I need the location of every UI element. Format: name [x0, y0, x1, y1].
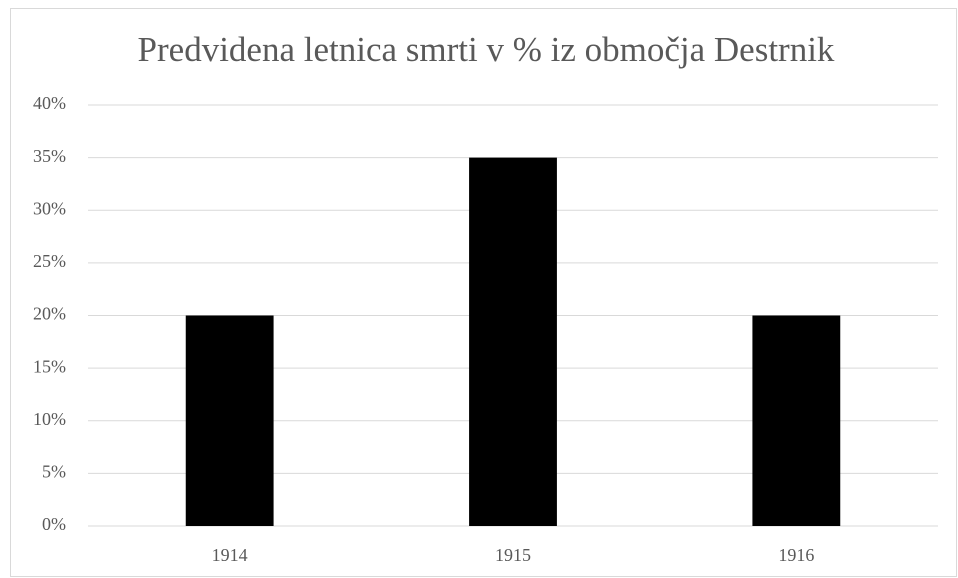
x-tick-label: 1914	[212, 545, 248, 565]
bar	[469, 157, 557, 526]
y-tick-label: 40%	[33, 93, 66, 113]
y-tick-label: 35%	[33, 146, 66, 166]
y-tick-label: 25%	[33, 251, 66, 271]
y-tick-label: 10%	[33, 409, 66, 429]
x-tick-label: 1916	[778, 545, 814, 565]
bar	[185, 315, 274, 526]
y-tick-label: 20%	[33, 304, 66, 324]
y-tick-label: 0%	[42, 514, 66, 534]
bar	[752, 315, 841, 526]
y-tick-label: 30%	[33, 198, 66, 218]
y-tick-label: 5%	[42, 462, 66, 482]
y-tick-label: 15%	[33, 356, 66, 376]
x-tick-label: 1915	[495, 545, 531, 565]
chart-title: Predvidena letnica smrti v % iz območja …	[138, 30, 835, 69]
